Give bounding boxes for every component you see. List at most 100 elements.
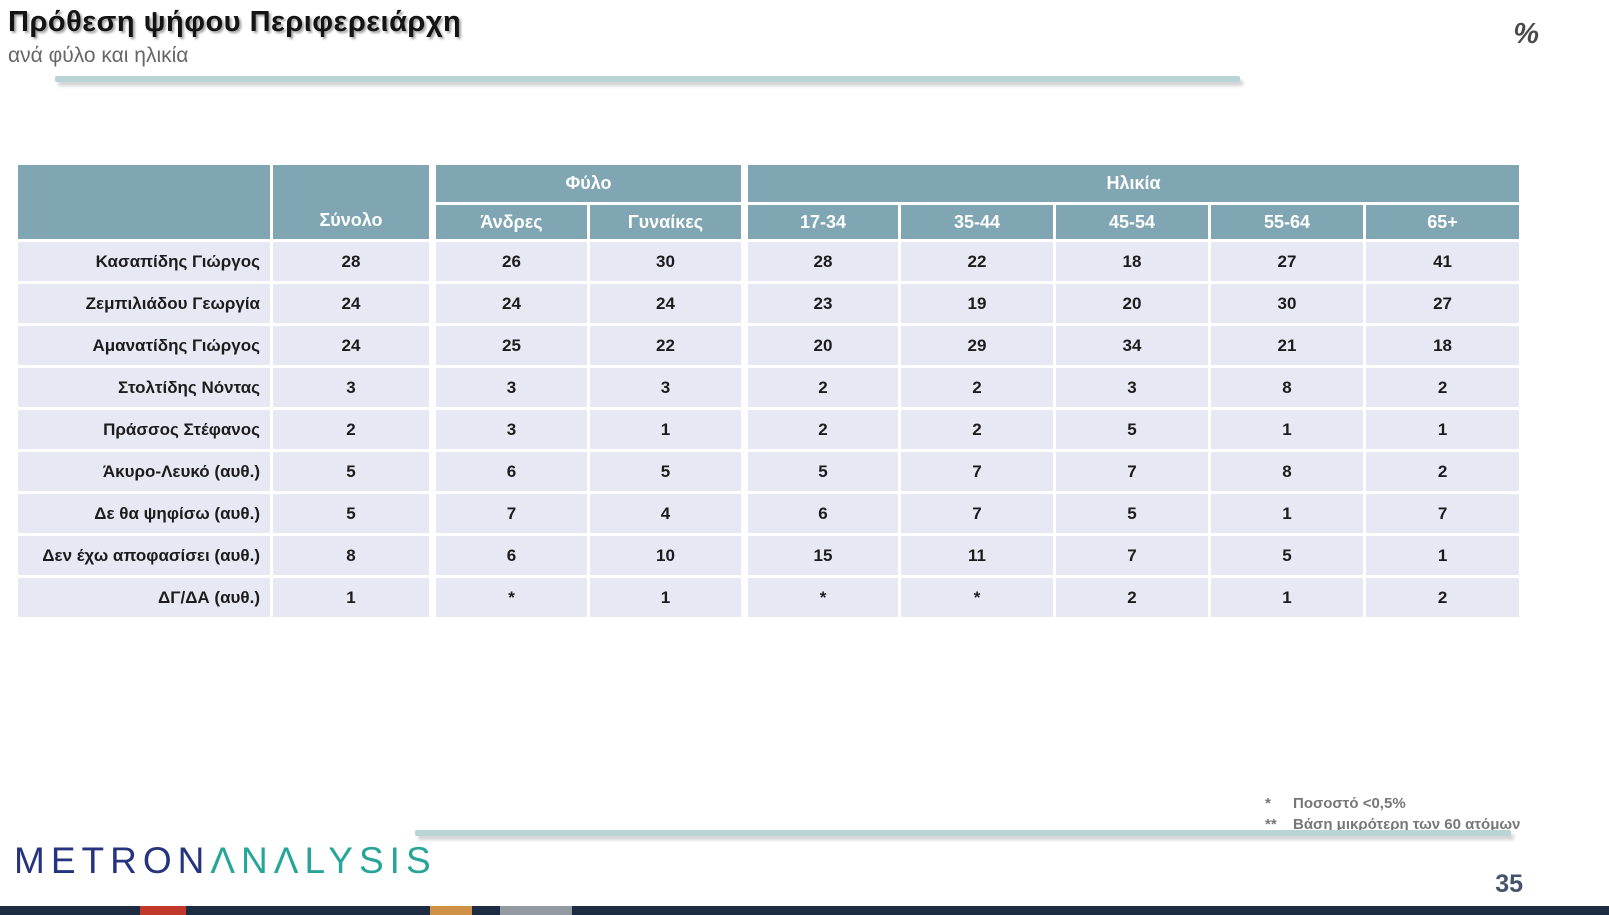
column-header-total: Σύνολο [270, 162, 434, 242]
cell-35-44: 2 [898, 365, 1057, 410]
cell-men: 26 [429, 239, 590, 284]
cell-total: 24 [270, 281, 434, 326]
cell-35-44: 7 [898, 491, 1057, 536]
table-row: Δε θα ψηφίσω (αυθ.) 5 7 4 6 7 5 1 7 [15, 491, 1523, 536]
table-corner-cell [15, 162, 273, 242]
cell-men: 7 [429, 491, 590, 536]
footnote-line: * Ποσοστό <0,5% [1265, 793, 1520, 814]
footnote-text: Βάση μικρότερη των 60 ατόμων [1293, 816, 1521, 833]
footnote-marker: ** [1265, 816, 1277, 833]
header-group-row: Σύνολο Φύλο Ηλικία [15, 162, 1523, 242]
footer-gray-segment [500, 906, 572, 915]
table-row: Πράσσος Στέφανος 2 3 1 2 2 5 1 1 [15, 407, 1523, 452]
group-header-age: Ηλικία [741, 162, 1523, 205]
cell-45-54: 2 [1053, 575, 1212, 620]
cell-45-54: 5 [1053, 491, 1212, 536]
cell-men: 24 [429, 281, 590, 326]
cell-total: 2 [270, 407, 434, 452]
results-table: Σύνολο Φύλο Ηλικία Άνδρες Γυναίκες 17-34… [15, 162, 1523, 620]
column-header-55-64: 55-64 [1208, 202, 1367, 242]
cell-women: 10 [586, 533, 747, 578]
cell-45-54: 3 [1053, 365, 1212, 410]
row-label: ΔΓ/ΔΑ (αυθ.) [15, 575, 273, 620]
cell-17-34: 20 [741, 323, 902, 368]
cell-total: 5 [270, 491, 434, 536]
cell-55-64: 30 [1208, 281, 1367, 326]
footnotes: * Ποσοστό <0,5% ** Βάση μικρότερη των 60 α… [1265, 793, 1520, 835]
row-label: Δεν έχω αποφασίσει (αυθ.) [15, 533, 273, 578]
cell-17-34: 23 [741, 281, 902, 326]
table-body: Κασαπίδης Γιώργος 28 26 30 28 22 18 27 4… [15, 239, 1523, 620]
table-row: Αμανατίδης Γιώργος 24 25 22 20 29 34 21 … [15, 323, 1523, 368]
cell-45-54: 7 [1053, 533, 1212, 578]
table-row: ΔΓ/ΔΑ (αυθ.) 1 * 1 * * 2 1 2 [15, 575, 1523, 620]
cell-men: 6 [429, 533, 590, 578]
top-accent-divider [55, 76, 1240, 82]
cell-total: 24 [270, 323, 434, 368]
row-label: Άκυρο-Λευκό (αυθ.) [15, 449, 273, 494]
cell-65plus: 2 [1363, 449, 1523, 494]
cell-55-64: 21 [1208, 323, 1367, 368]
cell-35-44: 29 [898, 323, 1057, 368]
cell-17-34: 2 [741, 365, 902, 410]
column-header-men: Άνδρες [429, 202, 590, 242]
metron-analysis-logo: METRONΛNΛLYSIS [14, 840, 437, 882]
cell-65plus: 27 [1363, 281, 1523, 326]
header-columns-row: Άνδρες Γυναίκες 17-34 35-44 45-54 55-64 … [17, 202, 1523, 242]
cell-men: 3 [429, 365, 590, 410]
cell-women: 24 [586, 281, 747, 326]
cell-men: 25 [429, 323, 590, 368]
cell-35-44: 22 [898, 239, 1057, 284]
cell-65plus: 1 [1363, 407, 1523, 452]
page-title: Πρόθεση ψήφου Περιφερειάρχη [8, 6, 462, 38]
cell-65plus: 41 [1363, 239, 1523, 284]
cell-45-54: 5 [1053, 407, 1212, 452]
row-label: Δε θα ψηφίσω (αυθ.) [15, 491, 273, 536]
footnote-marker: * [1265, 795, 1271, 812]
cell-35-44: 7 [898, 449, 1057, 494]
percent-unit-label: % [1513, 18, 1539, 50]
table-row: Ζεμπιλιάδου Γεωργία 24 24 24 23 19 20 30… [15, 281, 1523, 326]
cell-women: 3 [586, 365, 747, 410]
page-number: 35 [1495, 870, 1523, 898]
cell-women: 5 [586, 449, 747, 494]
column-header-35-44: 35-44 [898, 202, 1057, 242]
cell-45-54: 34 [1053, 323, 1212, 368]
results-table-wrap: Σύνολο Φύλο Ηλικία Άνδρες Γυναίκες 17-34… [15, 162, 1523, 620]
cell-17-34: 15 [741, 533, 902, 578]
cell-total: 8 [270, 533, 434, 578]
cell-45-54: 18 [1053, 239, 1212, 284]
cell-45-54: 7 [1053, 449, 1212, 494]
footnote-text: Ποσοστό <0,5% [1293, 795, 1406, 812]
cell-55-64: 1 [1208, 491, 1367, 536]
row-label: Στολτίδης Νόντας [15, 365, 273, 410]
cell-women: 4 [586, 491, 747, 536]
cell-total: 5 [270, 449, 434, 494]
footer-bar [0, 906, 1609, 915]
cell-17-34: 5 [741, 449, 902, 494]
cell-women: 1 [586, 575, 747, 620]
cell-55-64: 8 [1208, 365, 1367, 410]
cell-65plus: 2 [1363, 575, 1523, 620]
cell-45-54: 20 [1053, 281, 1212, 326]
cell-total: 1 [270, 575, 434, 620]
cell-65plus: 7 [1363, 491, 1523, 536]
column-header-women: Γυναίκες [586, 202, 747, 242]
cell-women: 1 [586, 407, 747, 452]
cell-17-34: 6 [741, 491, 902, 536]
column-header-65plus: 65+ [1363, 202, 1523, 242]
row-label: Αμανατίδης Γιώργος [15, 323, 273, 368]
table-row: Άκυρο-Λευκό (αυθ.) 5 6 5 5 7 7 8 2 [15, 449, 1523, 494]
cell-men: 6 [429, 449, 590, 494]
column-header-17-34: 17-34 [741, 202, 902, 242]
cell-35-44: * [898, 575, 1057, 620]
bottom-accent-divider [415, 830, 1511, 836]
cell-women: 30 [586, 239, 747, 284]
row-label: Πράσσος Στέφανος [15, 407, 273, 452]
cell-35-44: 19 [898, 281, 1057, 326]
cell-55-64: 5 [1208, 533, 1367, 578]
table-row: Κασαπίδης Γιώργος 28 26 30 28 22 18 27 4… [15, 239, 1523, 284]
footnote-line: ** Βάση μικρότερη των 60 ατόμων [1265, 814, 1520, 835]
cell-65plus: 18 [1363, 323, 1523, 368]
